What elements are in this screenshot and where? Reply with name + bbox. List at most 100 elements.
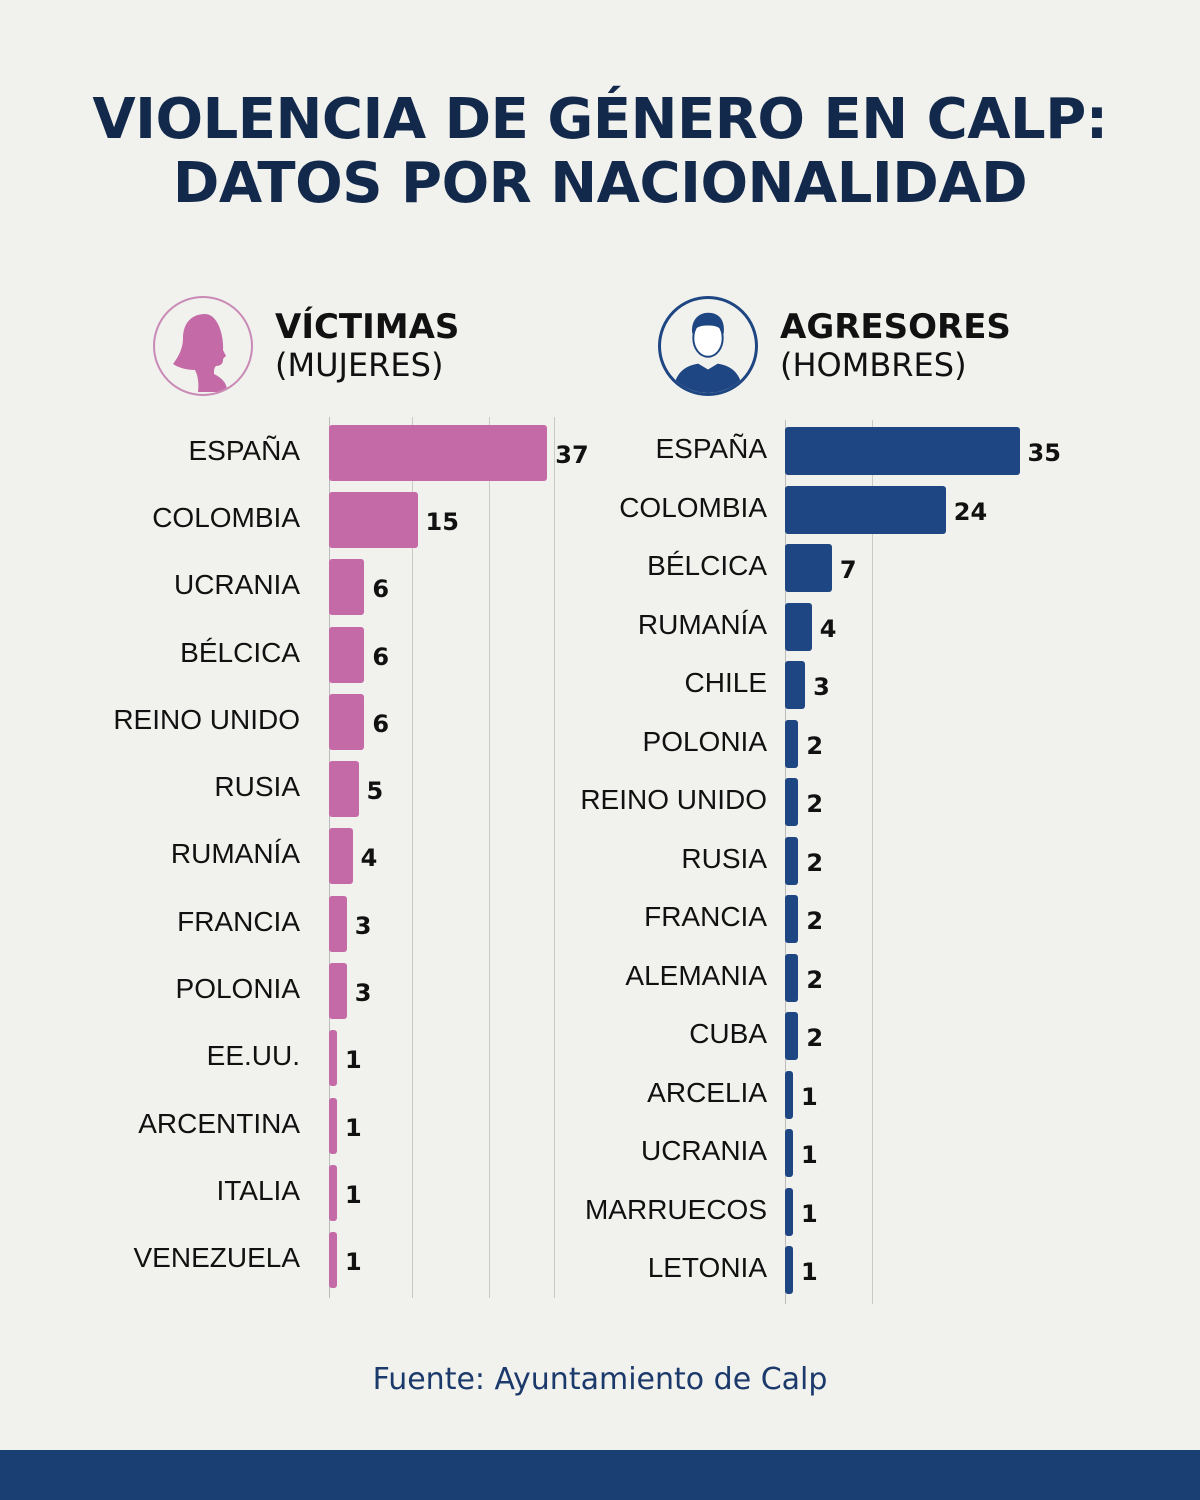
data-label: 37 [555, 440, 589, 469]
woman-profile-icon [153, 296, 253, 396]
footer-band [0, 1450, 1200, 1500]
category-label: REINO UNIDO [580, 784, 767, 816]
data-label: 3 [354, 911, 372, 940]
data-label: 1 [801, 1199, 818, 1228]
man-avatar-icon [658, 296, 758, 396]
bar [785, 895, 799, 944]
bar [785, 953, 799, 1002]
data-label: 1 [345, 1113, 362, 1142]
data-label: 1 [345, 1248, 362, 1277]
category-label: EE.UU. [206, 1040, 300, 1072]
aggressors-title: AGRESORES [780, 307, 1011, 347]
category-label: LETONIA [647, 1252, 767, 1284]
bar [329, 1097, 337, 1154]
source-note: Fuente: Ayuntamiento de Calp [372, 1362, 828, 1397]
data-label: 2 [806, 1024, 824, 1053]
gridline [412, 417, 413, 1298]
category-label: MARRUECOS [584, 1193, 767, 1225]
category-label: ALEMANIA [625, 959, 767, 991]
bar [785, 1070, 793, 1119]
category-label: FRANCIA [644, 901, 767, 933]
bar [329, 693, 365, 750]
gridline [872, 420, 873, 1304]
data-label: 1 [801, 1082, 818, 1111]
data-label: 6 [372, 709, 390, 738]
bar [785, 1187, 793, 1236]
category-label: RUSIA [681, 842, 767, 874]
category-label: POLONIA [642, 725, 767, 757]
category-label: ARCELIA [647, 1076, 767, 1108]
victims-title: VÍCTIMAS [275, 307, 460, 347]
bar [329, 559, 365, 616]
bar [785, 427, 1020, 476]
category-label: VENEZUELA [133, 1242, 301, 1274]
category-label: UCRANIA [173, 569, 300, 601]
category-label: BÉLCICA [180, 636, 300, 668]
bar [785, 661, 806, 710]
bar [329, 1164, 337, 1221]
data-label: 2 [806, 790, 824, 819]
bar [329, 491, 418, 548]
data-label: 1 [345, 1046, 362, 1075]
title-line-2: DATOS POR NACIONALIDAD [172, 151, 1028, 216]
page-title: VIOLENCIA DE GÉNERO EN CALP: DATOS POR N… [0, 88, 1200, 216]
bar [329, 424, 548, 481]
category-label: ARCENTINA [138, 1107, 300, 1139]
data-label: 1 [801, 1258, 818, 1287]
category-label: FRANCIA [177, 905, 300, 937]
category-label: CUBA [689, 1018, 767, 1050]
data-label: 2 [806, 848, 824, 877]
data-label: 5 [366, 777, 384, 806]
data-label: 6 [372, 642, 390, 671]
victims-subtitle: (MUJERES) [275, 346, 444, 384]
data-label: 15 [425, 507, 459, 536]
category-label: COLOMBIA [152, 501, 300, 533]
bar [785, 485, 946, 534]
category-label: RUMANÍA [170, 838, 300, 870]
data-label: 2 [806, 731, 824, 760]
bar [329, 895, 347, 952]
data-label: 24 [953, 497, 988, 526]
category-label: POLONIA [175, 973, 300, 1005]
data-label: 2 [806, 907, 824, 936]
category-label: REINO UNIDO [113, 703, 300, 735]
data-label: 3 [354, 979, 372, 1008]
data-label: 7 [839, 556, 857, 585]
data-label: 4 [360, 844, 378, 873]
bar [329, 828, 353, 885]
bar [785, 1012, 799, 1061]
bar [785, 602, 812, 651]
category-label: UCRANIA [640, 1135, 767, 1167]
bar [329, 1232, 337, 1289]
bar [329, 963, 347, 1020]
data-label: 4 [819, 614, 837, 643]
aggressors-subtitle: (HOMBRES) [780, 346, 967, 384]
bar [329, 1030, 337, 1087]
category-label: RUSIA [214, 771, 300, 803]
bar [785, 719, 799, 768]
data-label: 1 [801, 1141, 818, 1170]
data-label: 6 [372, 575, 390, 604]
bar [329, 761, 359, 818]
category-label: ESPAÑA [655, 433, 767, 465]
bar [785, 544, 832, 593]
data-label: 2 [806, 965, 824, 994]
gridline [489, 417, 490, 1298]
bar [785, 778, 799, 827]
bar [329, 626, 365, 683]
data-label: 3 [813, 673, 830, 702]
gridline [554, 417, 555, 1298]
victims-header: VÍCTIMAS (MUJERES) [153, 296, 459, 396]
category-label: ITALIA [216, 1174, 300, 1206]
category-label: BÉLCICA [647, 550, 767, 582]
data-label: 35 [1027, 439, 1061, 468]
bar [785, 836, 799, 885]
data-label: 1 [345, 1180, 362, 1209]
category-label: COLOMBIA [619, 491, 767, 523]
category-label: RUMANÍA [637, 608, 767, 640]
category-label: CHILE [684, 667, 767, 699]
category-label: ESPAÑA [188, 434, 300, 466]
aggressors-header: AGRESORES (HOMBRES) [658, 296, 1011, 396]
bar [785, 1129, 793, 1178]
title-line-1: VIOLENCIA DE GÉNERO EN CALP: [92, 87, 1108, 152]
